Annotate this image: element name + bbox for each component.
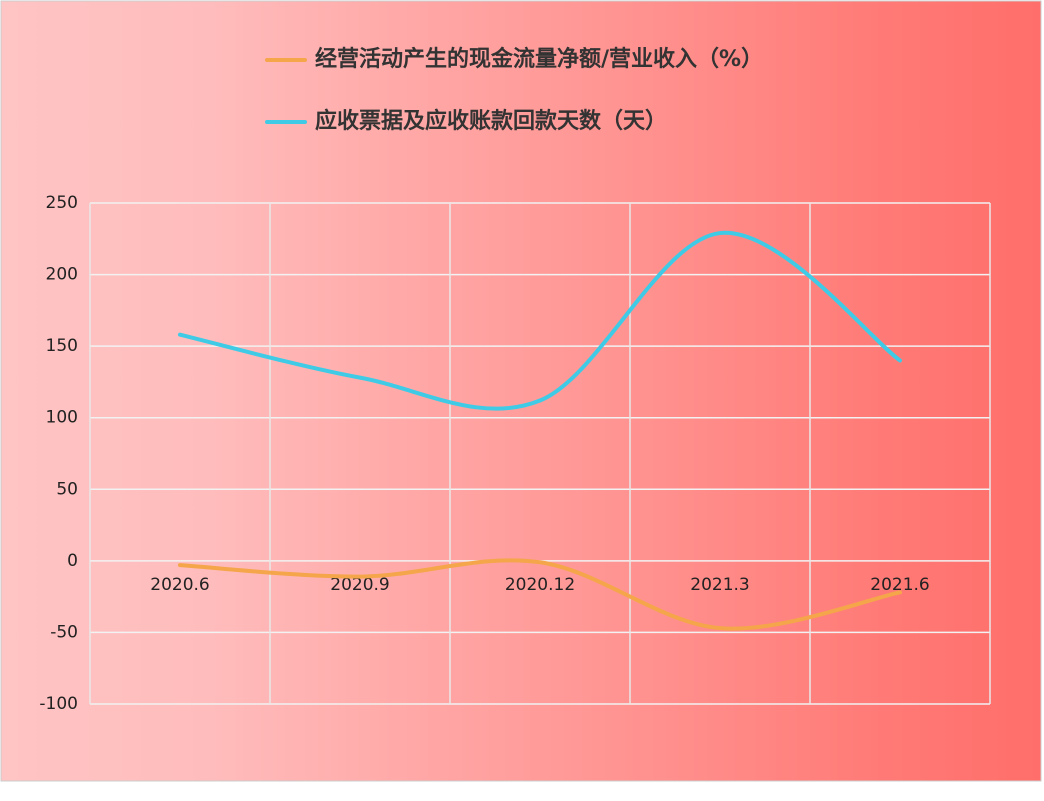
line-series bbox=[178, 558, 902, 631]
y-tick-label: 250 bbox=[46, 193, 78, 213]
x-tick-label: 2020.6 bbox=[150, 575, 209, 595]
y-tick-label: -100 bbox=[39, 694, 78, 714]
y-tick-label: 50 bbox=[56, 479, 78, 499]
y-tick-label: 200 bbox=[46, 265, 78, 285]
line-series bbox=[178, 231, 902, 411]
x-tick-label: 2021.3 bbox=[690, 575, 749, 595]
y-tick-label: 0 bbox=[67, 551, 78, 571]
x-tick-label: 2021.6 bbox=[870, 575, 929, 595]
y-tick-label: 100 bbox=[46, 408, 78, 428]
x-tick-label: 2020.12 bbox=[505, 575, 575, 595]
legend-label: 经营活动产生的现金流量净额/营业收入（%） bbox=[315, 46, 763, 72]
background bbox=[0, 0, 1042, 782]
legend-label: 应收票据及应收账款回款天数（天） bbox=[315, 108, 667, 134]
y-tick-label: 150 bbox=[46, 336, 78, 356]
x-tick-label: 2020.9 bbox=[330, 575, 389, 595]
y-tick-label: -50 bbox=[50, 622, 78, 642]
